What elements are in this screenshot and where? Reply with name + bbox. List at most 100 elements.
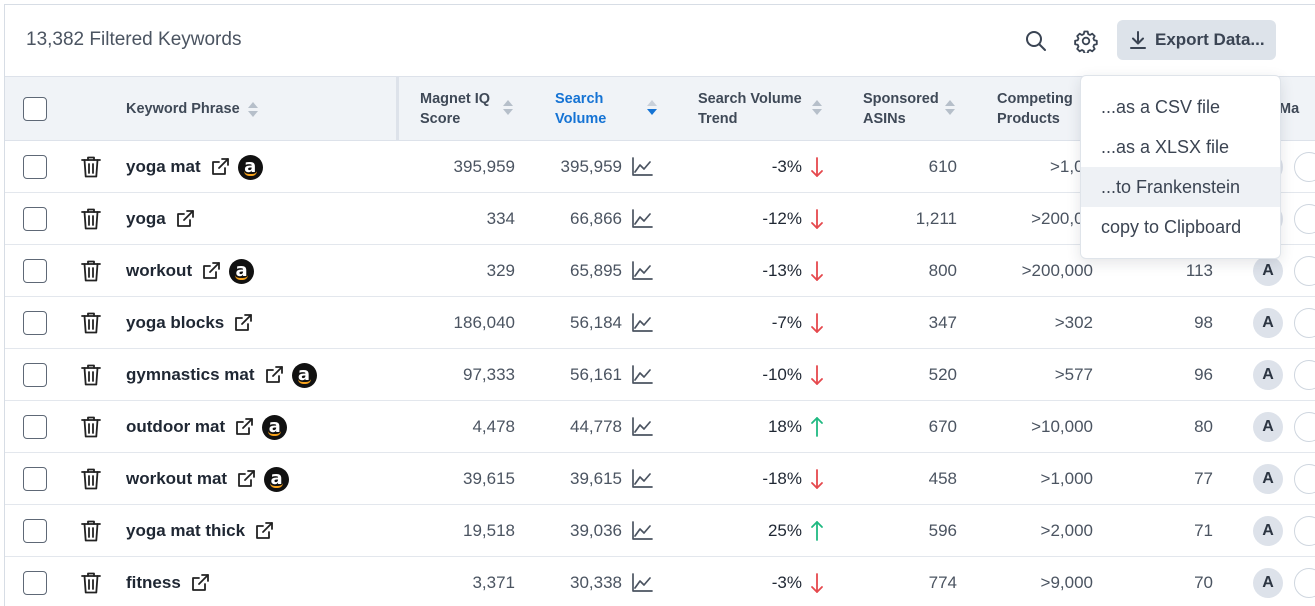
export-frankenstein-option[interactable]: ...to Frankenstein [1081,167,1280,207]
external-link-icon[interactable] [190,573,210,593]
amazon-icon[interactable]: a [237,154,263,180]
sort-sponsored-icon[interactable] [945,99,957,117]
competing-products: >200,000 [1021,261,1093,280]
sponsored-asins: 774 [928,573,957,592]
row-checkbox[interactable] [23,259,47,283]
external-link-icon[interactable] [264,365,284,385]
amazon-icon[interactable]: a [229,258,255,284]
secondary-badge[interactable] [1294,308,1315,338]
status-badge[interactable]: A [1253,464,1283,494]
trash-icon[interactable] [80,363,102,387]
col-keyword-phrase[interactable]: Keyword Phrase [126,101,240,117]
row-checkbox[interactable] [23,311,47,335]
magnet-iq-score: 3,371 [472,573,515,592]
sort-trend-icon[interactable] [812,99,824,117]
export-csv-option[interactable]: ...as a CSV file [1101,96,1221,117]
select-all-checkbox[interactable] [23,97,47,121]
trend-chart-icon[interactable] [631,261,653,281]
status-badge[interactable]: A [1253,568,1283,598]
export-xlsx-option[interactable]: ...as a XLSX file [1101,136,1230,157]
col-search-volume-trend[interactable]: Search Volume Trend [698,91,802,127]
secondary-badge[interactable] [1294,568,1315,598]
secondary-badge[interactable] [1294,516,1315,546]
table-row[interactable]: workout mat a 39,615 39,615 -18% 458 >1,000 77 A [5,453,1315,505]
status-badge[interactable]: A [1253,412,1283,442]
row-checkbox[interactable] [23,415,47,439]
row-checkbox[interactable] [23,519,47,543]
table-row[interactable]: gymnastics mat a 97,333 56,161 -10% 520 >577 96… [5,349,1315,401]
trash-icon[interactable] [80,571,102,595]
secondary-badge[interactable] [1294,204,1315,234]
trash-icon[interactable] [80,311,102,335]
sort-keyword-icon[interactable] [248,101,260,119]
row-checkbox[interactable] [23,363,47,387]
col-magnet-iq-score[interactable]: Magnet IQ Score [420,91,491,127]
secondary-badge[interactable] [1294,152,1315,182]
trash-icon[interactable] [80,259,102,283]
trash-icon[interactable] [80,467,102,491]
competing-products: >1,000 [1040,469,1093,488]
secondary-badge[interactable] [1294,256,1315,286]
secondary-badge[interactable] [1294,464,1315,494]
external-link-icon[interactable] [210,157,230,177]
amazon-icon[interactable]: a [264,466,290,492]
status-badge[interactable]: A [1253,516,1283,546]
export-data-button[interactable]: Export Data... [1117,20,1276,60]
amazon-icon[interactable]: a [262,414,288,440]
external-link-icon[interactable] [201,261,221,281]
col-search-volume[interactable]: Search Volume [555,91,607,127]
trend-chart-icon[interactable] [631,573,653,593]
keyword-phrase: outdoor mat [126,417,226,436]
search-button[interactable] [1021,26,1051,56]
copy-to-clipboard-option[interactable]: copy to Clipboard [1101,216,1242,237]
table-row[interactable]: outdoor mat a 4,478 44,778 18% 670 >10,000 80 A [5,401,1315,453]
external-link-icon[interactable] [254,521,274,541]
row-checkbox[interactable] [23,467,47,491]
secondary-badge[interactable] [1294,412,1315,442]
trash-icon[interactable] [80,519,102,543]
amazon-icon[interactable]: a [291,362,317,388]
external-link-icon[interactable] [233,313,253,333]
trend-chart-icon[interactable] [631,365,653,385]
trash-icon[interactable] [80,207,102,231]
trend-chart-icon[interactable] [631,469,653,489]
trend-chart-icon[interactable] [631,521,653,541]
truncated-column-value: 70 [1194,573,1213,592]
status-badge[interactable]: A [1253,360,1283,390]
col-sponsored-asins[interactable]: Sponsored ASINs [863,91,939,127]
external-link-icon[interactable] [236,469,256,489]
trend-chart-icon[interactable] [631,209,653,229]
table-row[interactable]: fitness 3,371 30,338 -3% 774 >9,000 70 A [5,557,1315,606]
competing-products: >9,000 [1040,573,1093,592]
sponsored-asins: 800 [928,261,957,280]
col-next-truncated[interactable]: Ma [1279,101,1300,117]
status-badge[interactable]: A [1253,256,1283,286]
competing-products: >1,00 [1049,157,1093,176]
export-menu: ...as a CSV file ...as a XLSX file ...to… [1080,75,1281,259]
keyword-cell: yoga [126,193,203,245]
trash-icon[interactable] [80,155,102,179]
keyword-phrase: workout mat [126,469,228,488]
table-row[interactable]: yoga blocks 186,040 56,184 -7% 347 >302 98 A [5,297,1315,349]
trash-icon[interactable] [80,415,102,439]
truncated-column-value: 113 [1185,261,1213,280]
search-volume: 65,895 [570,261,622,280]
trend-chart-icon[interactable] [631,417,653,437]
table-row[interactable]: yoga mat thick 19,518 39,036 25% 596 >2,000 71… [5,505,1315,557]
trend-chart-icon[interactable] [631,313,653,333]
row-checkbox[interactable] [23,155,47,179]
external-link-icon[interactable] [175,209,195,229]
sort-iq-icon[interactable] [503,99,515,117]
trend-chart-icon[interactable] [631,157,653,177]
keyword-cell: yoga mat thick [126,505,282,557]
sort-search-volume-icon[interactable] [647,99,659,117]
external-link-icon[interactable] [234,417,254,437]
competing-products: >200,00 [1031,209,1093,228]
secondary-badge[interactable] [1294,360,1315,390]
settings-button[interactable] [1071,26,1101,56]
col-competing-products[interactable]: Competing Products [997,91,1073,127]
row-checkbox[interactable] [23,207,47,231]
status-badge[interactable]: A [1253,308,1283,338]
competing-products: >10,000 [1031,417,1093,436]
row-checkbox[interactable] [23,571,47,595]
